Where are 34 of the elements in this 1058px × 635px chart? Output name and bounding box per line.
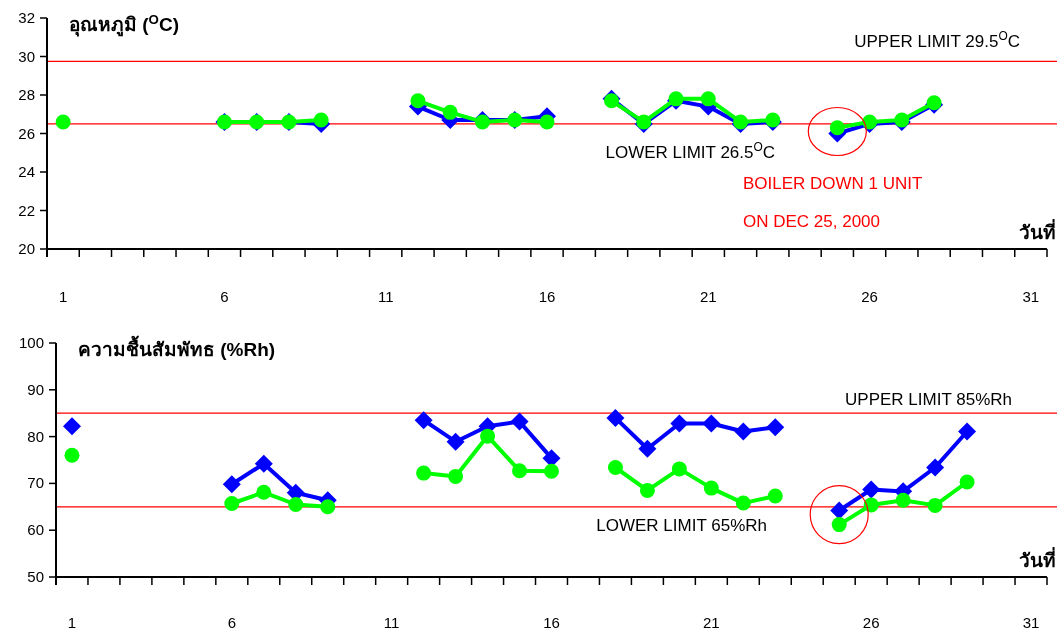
ylabel: อุณหภูมิ ($^{O}$C) xyxy=(69,11,179,35)
y-tick: 28 xyxy=(18,86,35,103)
x-tick: 21 xyxy=(699,288,717,305)
y-tick: 100 xyxy=(18,334,44,351)
ref-label: UPPER LIMIT 29.5$^{O}$C xyxy=(854,29,1020,52)
y-tick: 32 xyxy=(18,9,35,26)
y-tick: 20 xyxy=(18,240,35,257)
x-tick: 16 xyxy=(538,288,556,305)
y-tick: 50 xyxy=(27,568,44,585)
x-tick: 31 xyxy=(1022,614,1040,631)
y-tick: 60 xyxy=(27,521,44,539)
x-tick: 1 xyxy=(67,614,77,631)
x-tick: 16 xyxy=(543,614,560,631)
y-tick: 26 xyxy=(18,124,35,142)
x-tick: 6 xyxy=(220,288,229,305)
x-tick: 1 xyxy=(58,288,68,305)
x-tick: 31 xyxy=(1022,288,1040,305)
ref-label: UPPER LIMIT 85%Rh xyxy=(845,390,1012,410)
annotation: BOILER DOWN 1 UNIT xyxy=(743,174,923,193)
x-tick: 11 xyxy=(383,614,400,631)
x-tick: 21 xyxy=(703,614,720,631)
y-tick: 30 xyxy=(18,47,35,65)
ref-label: LOWER LIMIT 65%Rh xyxy=(596,515,767,535)
x-tick: 26 xyxy=(861,288,878,305)
y-tick: 22 xyxy=(18,201,35,219)
x-tick: 26 xyxy=(862,614,880,631)
annotation: ON DEC 25, 2000 xyxy=(743,212,880,231)
y-tick: 24 xyxy=(18,163,35,180)
y-tick: 90 xyxy=(27,380,44,398)
y-tick: 70 xyxy=(27,474,44,492)
x-tick: 6 xyxy=(227,614,236,631)
y-tick: 80 xyxy=(27,427,44,445)
x-tick: 11 xyxy=(377,288,394,305)
ref-label: LOWER LIMIT 26.5$^{O}$C xyxy=(605,139,775,162)
